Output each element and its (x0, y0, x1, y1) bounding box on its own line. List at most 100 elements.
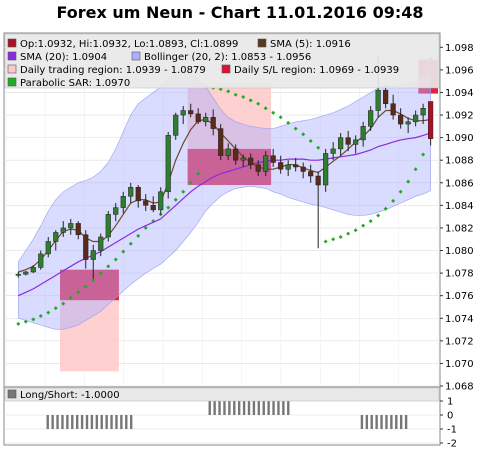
long-short-bar (262, 401, 265, 415)
y-tick-label: 1.092 (445, 111, 474, 122)
long-short-bar (277, 401, 280, 415)
legend-label: SMA (20): 1.0904 (20, 52, 107, 63)
long-short-bar (105, 415, 108, 429)
sub-legend: Long/Short: -1.0000 (7, 389, 120, 401)
sar-point (323, 239, 328, 244)
candle-body (98, 236, 104, 251)
candle-body (45, 241, 51, 255)
long-short-bar (267, 401, 270, 415)
candle-body (338, 137, 344, 150)
candle-body (233, 148, 239, 161)
candle-body (323, 153, 329, 186)
candle-body (68, 223, 74, 229)
candle-body (30, 267, 36, 273)
candle-body (128, 187, 134, 197)
legend-swatch (221, 64, 231, 74)
sar-point (278, 115, 283, 120)
sar-point (106, 264, 111, 269)
sar-point (421, 152, 426, 157)
bollinger-band (18, 69, 431, 330)
legend-label: Bollinger (20, 2): 1.0853 - 1.0956 (144, 52, 311, 63)
sar-point (166, 205, 171, 210)
sar-point (233, 92, 238, 97)
long-short-bar (257, 401, 261, 415)
candle-body (278, 162, 284, 170)
sar-point (121, 249, 126, 254)
candle-body (255, 164, 261, 172)
long-short-bar (51, 415, 54, 429)
sar-point (136, 233, 141, 238)
long-short-bar (228, 401, 231, 415)
candle-body (360, 126, 366, 141)
long-short-bar (66, 415, 69, 429)
long-short-bar (237, 401, 241, 415)
sar-point (46, 310, 51, 315)
candle-body (308, 171, 314, 177)
y-tick-label: 1.078 (445, 269, 474, 280)
legend-label: Op:1.0932, Hi:1.0932, Lo:1.0893, Cl:1.08… (20, 39, 238, 50)
long-short-bar (208, 401, 211, 415)
long-short-bar (115, 415, 118, 429)
long-short-bar (213, 401, 216, 415)
legend-label: Daily trading region: 1.0939 - 1.0879 (20, 65, 206, 76)
sar-point (398, 189, 403, 194)
y-tick-label: 1.074 (445, 314, 474, 325)
long-short-bar (56, 415, 59, 429)
candle-body (300, 166, 306, 172)
sub-y-axis: 1 0 -1 -2 (440, 397, 457, 450)
chart-title: Forex um Neun - Chart 11.01.2016 09:48 (56, 3, 423, 22)
sub-y-tick-label: 0 (447, 411, 453, 422)
candle-body (390, 103, 396, 116)
candle-body (383, 89, 389, 104)
sub-y-tick-label: -1 (447, 425, 457, 436)
legend-swatch (7, 51, 17, 61)
sar-point (406, 179, 411, 184)
candle-body (293, 164, 299, 168)
long-short-bar (399, 415, 403, 429)
candle-body (203, 117, 209, 123)
long-short-bar (370, 415, 373, 429)
candle-body (375, 89, 381, 111)
legend-label: Daily S/L region: 1.0969 - 1.0939 (234, 65, 399, 76)
candle-body (75, 223, 81, 235)
long-short-bar (404, 415, 408, 429)
long-short-bar (61, 415, 64, 429)
legend-swatch (257, 38, 267, 48)
candles (15, 56, 434, 279)
sub-legend-swatch (7, 389, 17, 399)
long-short-bar (360, 415, 364, 429)
sar-point (263, 106, 268, 111)
sar-point (113, 257, 118, 262)
sar-point (361, 223, 366, 228)
long-short-bar (380, 415, 383, 429)
candle-body (420, 108, 426, 116)
long-short-bar (125, 415, 128, 429)
sar-point (128, 241, 133, 246)
sar-point (16, 321, 21, 326)
long-short-bar (80, 415, 84, 429)
long-short-bar (95, 415, 99, 429)
bollinger-area (18, 69, 431, 330)
legend-swatch (7, 38, 17, 48)
candle-body (60, 227, 66, 233)
long-short-bar (85, 415, 89, 429)
candle-body (270, 155, 276, 163)
candle-body (195, 113, 201, 123)
sar-point (61, 301, 66, 306)
candle-body (413, 114, 419, 123)
candle-body (83, 234, 89, 260)
candle-body (135, 187, 141, 202)
sar-point (98, 271, 103, 276)
candle-body (113, 207, 119, 215)
y-tick-label: 1.090 (445, 133, 474, 144)
legend-label: Parabolic SAR: 1.0970 (20, 78, 130, 89)
long-short-bar (218, 401, 221, 415)
sar-point (338, 234, 343, 239)
long-short-bar (395, 415, 398, 429)
sub-legend-label: Long/Short: -1.0000 (20, 390, 120, 401)
sar-point (23, 319, 28, 324)
long-short-bar (272, 401, 275, 415)
sar-point (271, 110, 276, 115)
candle-body (120, 196, 126, 208)
long-short-bar (390, 415, 393, 429)
